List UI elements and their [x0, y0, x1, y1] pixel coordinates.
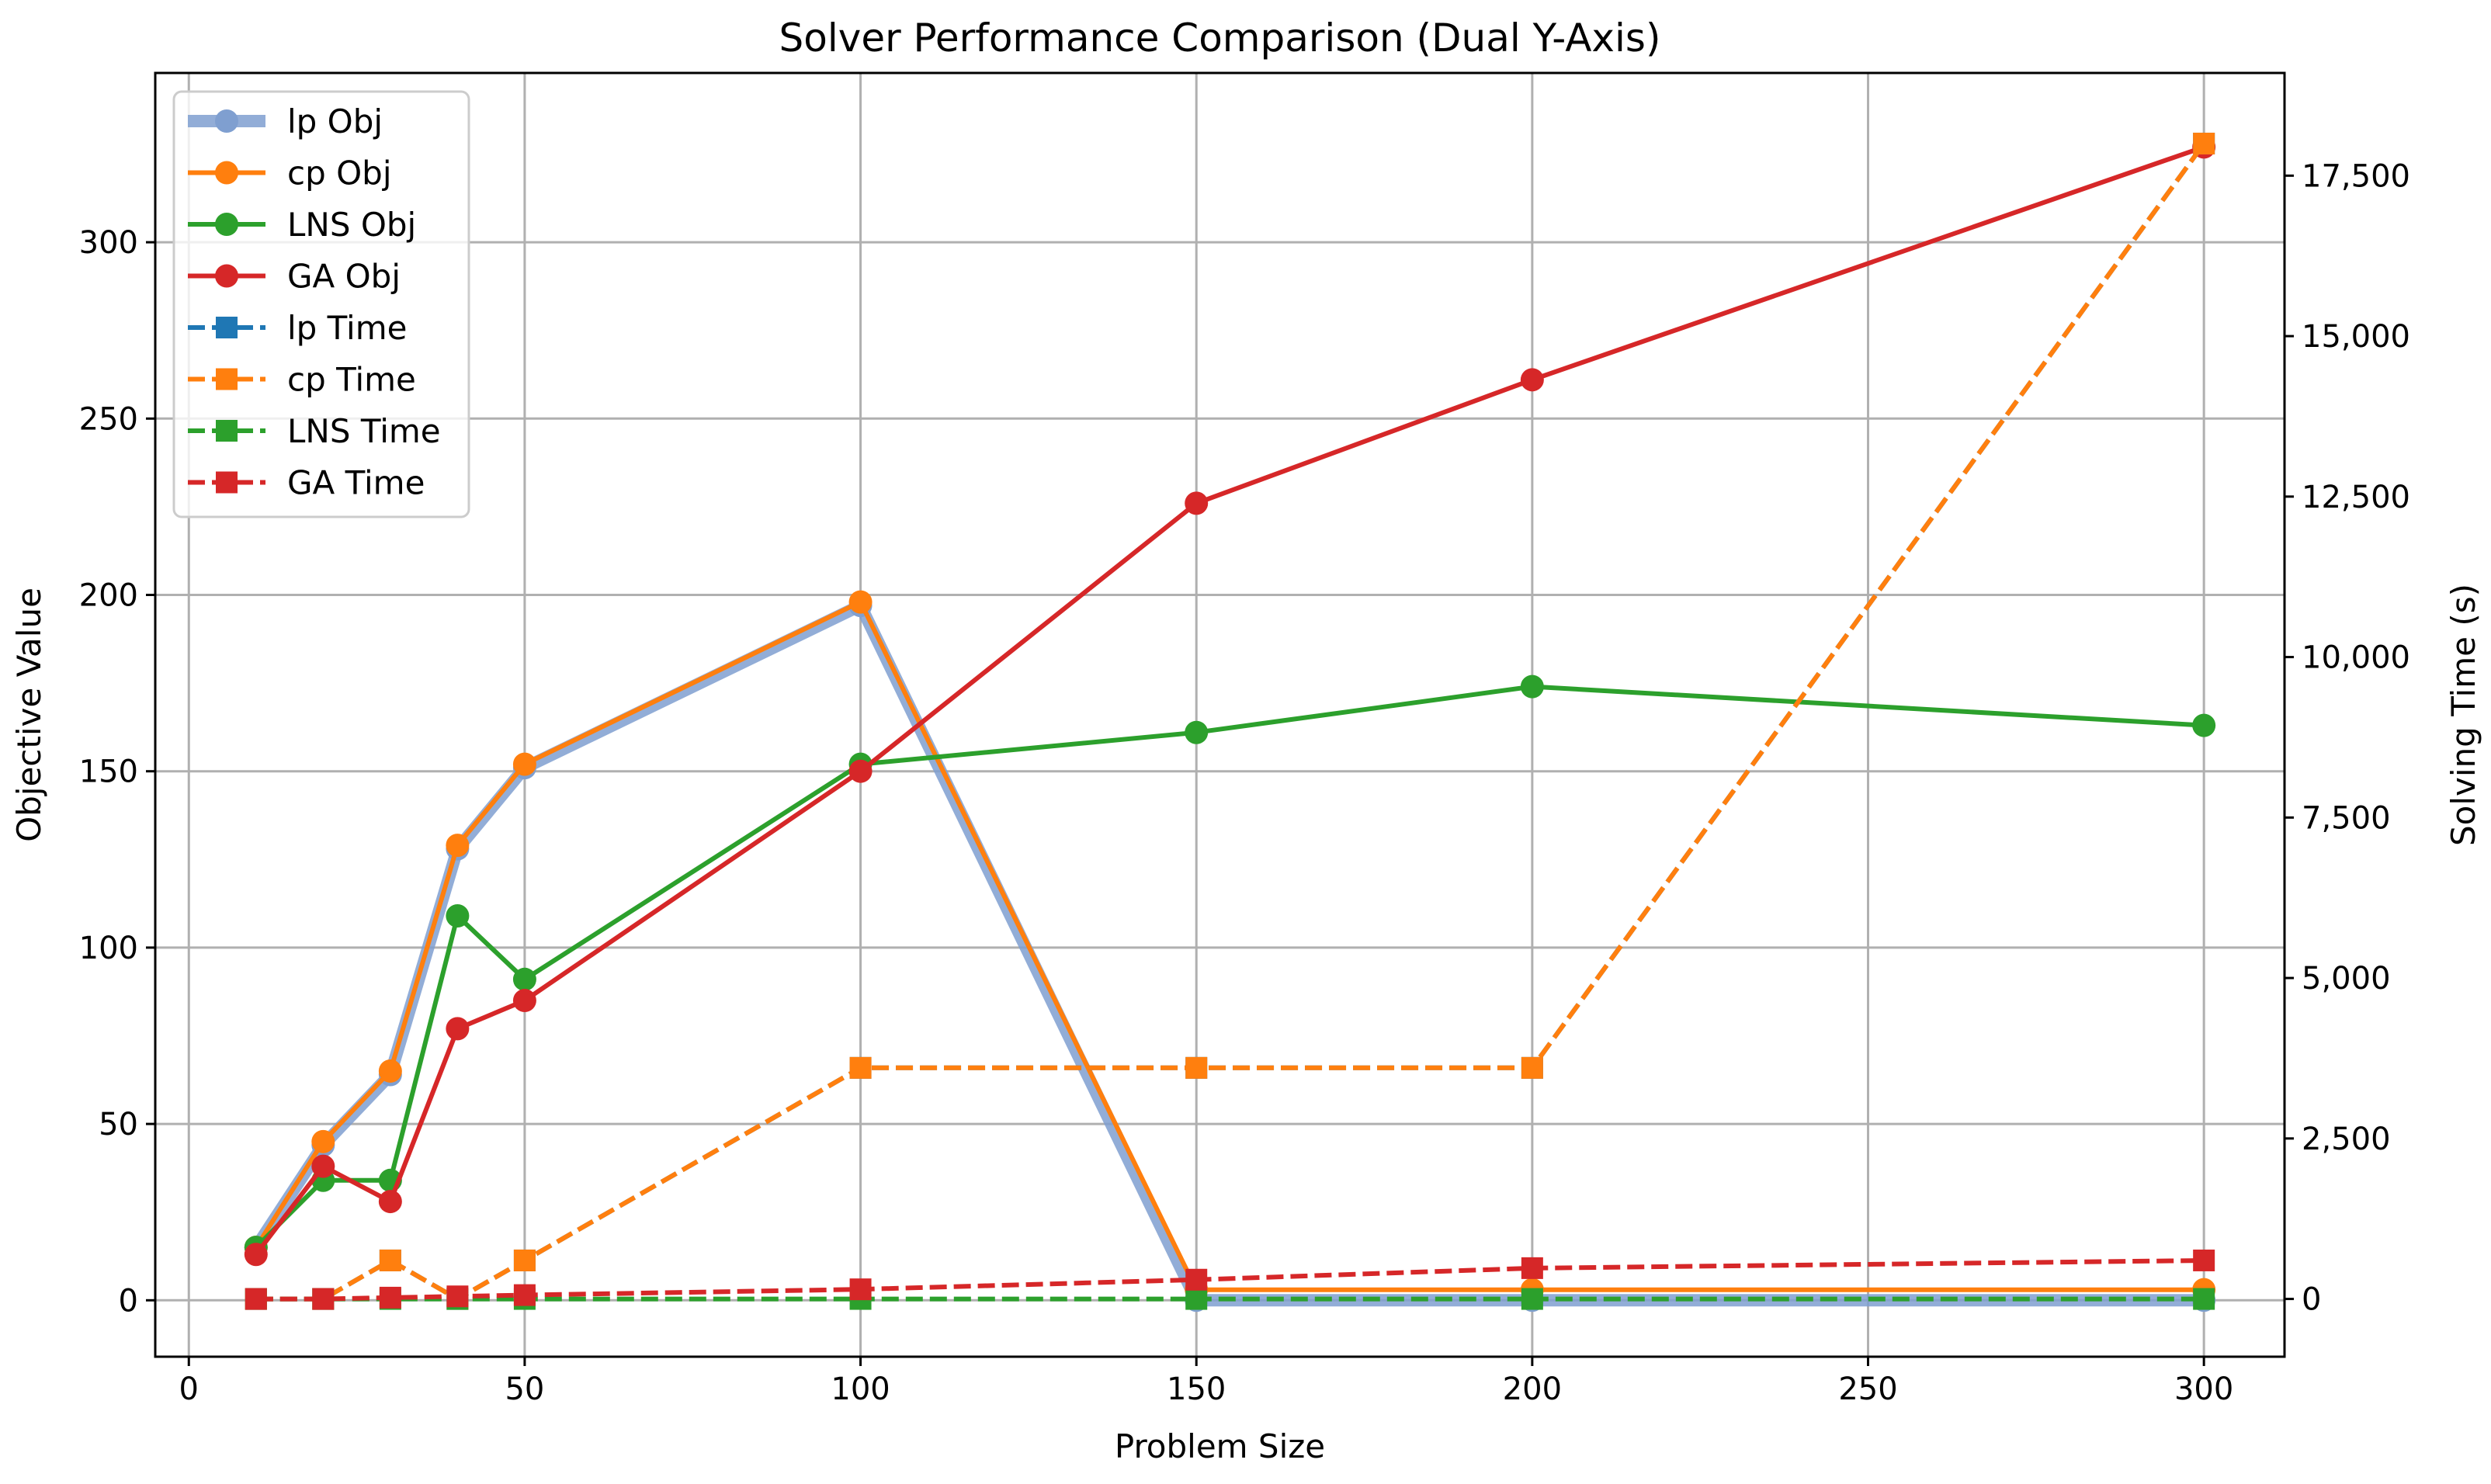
legend-label: cp Obj	[287, 154, 392, 192]
legend-marker	[216, 420, 238, 442]
data-point	[512, 967, 536, 991]
data-point	[513, 1249, 536, 1271]
data-point	[379, 1286, 401, 1309]
data-point	[1521, 1288, 1543, 1310]
legend-entry-cp-obj: cp Obj	[188, 154, 392, 192]
legend-entry-lp-time: lp Time	[188, 309, 407, 347]
legend-label: LNS Obj	[287, 206, 416, 244]
x-tick-label: 250	[1838, 1371, 1897, 1407]
legend-entry-lns-obj: LNS Obj	[188, 206, 416, 244]
data-point	[2193, 132, 2215, 154]
y-tick-label: 250	[79, 401, 138, 437]
series-ga-obj	[244, 135, 2216, 1267]
data-point	[848, 759, 873, 783]
data-point	[1185, 1288, 1208, 1310]
data-point	[849, 1056, 872, 1079]
data-point	[512, 989, 536, 1013]
legend-marker	[216, 471, 238, 494]
chart-title: Solver Performance Comparison (Dual Y-Ax…	[779, 16, 1661, 61]
data-point	[446, 834, 470, 858]
data-point	[379, 1249, 401, 1271]
data-point	[512, 752, 536, 776]
data-point	[1185, 1056, 1208, 1079]
legend-label: cp Time	[287, 361, 416, 399]
series-ga-time	[245, 1249, 2215, 1310]
legend-marker	[215, 109, 238, 133]
x-tick-label: 300	[2174, 1371, 2233, 1407]
plot-frame	[154, 71, 2286, 1358]
data-point	[2192, 713, 2216, 737]
y2-axis-label: Solving Time (s)	[2444, 584, 2482, 846]
x-tick-label: 200	[1503, 1371, 1562, 1407]
data-point	[446, 904, 470, 928]
y-tick-label: 100	[79, 931, 138, 966]
legend-label: lp Time	[287, 309, 407, 347]
y2-tick-label: 12,500	[2302, 480, 2410, 515]
y-tick-label: 0	[119, 1283, 138, 1319]
y2-tick-label: 7,500	[2302, 800, 2391, 836]
data-point	[312, 1288, 335, 1310]
data-point	[244, 1243, 268, 1267]
x-tick-label: 50	[505, 1371, 544, 1407]
data-point	[311, 1154, 335, 1178]
legend-box	[172, 90, 470, 518]
legend-label: lp Obj	[287, 102, 383, 140]
y-tick-label: 50	[99, 1107, 138, 1142]
data-point	[1521, 1257, 1543, 1279]
legend-label: LNS Time	[287, 412, 441, 450]
legend: lp Obj cp Obj LNS Obj GA Obj lp Time cp Time L…	[172, 90, 470, 518]
y2-tick-label: 2,500	[2302, 1122, 2391, 1157]
data-point	[311, 1129, 335, 1153]
x-axis-label: Problem Size	[1115, 1427, 1325, 1465]
data-point	[2193, 1249, 2215, 1271]
data-point	[1185, 491, 1209, 515]
legend-entry-ga-obj: GA Obj	[188, 258, 401, 296]
y2-tick-label: 10,000	[2302, 640, 2410, 676]
data-point	[1520, 368, 1544, 392]
data-point	[849, 1278, 872, 1301]
data-point	[1521, 1056, 1543, 1079]
data-point	[1185, 720, 1209, 744]
legend-entry-lp-obj: lp Obj	[188, 102, 383, 140]
data-point	[513, 1284, 536, 1306]
legend-entry-ga-time: GA Time	[188, 464, 425, 502]
legend-marker	[215, 264, 238, 288]
legend-label: GA Obj	[287, 258, 401, 296]
y2-tick-label: 0	[2302, 1282, 2321, 1318]
legend-entry-cp-time: cp Time	[188, 361, 416, 399]
data-point	[1185, 1268, 1208, 1291]
legend-label: GA Time	[287, 464, 425, 502]
data-point	[245, 1288, 267, 1310]
series-layer	[244, 132, 2216, 1312]
axis-ticks: 0 50 100 150 200 250 300 0 50 100 150 200 250 300 0 2,5…	[79, 158, 2410, 1407]
y-axis-label: Objective Value	[10, 588, 48, 842]
data-point	[2193, 1288, 2215, 1310]
legend-entry-lns-time: LNS Time	[188, 412, 441, 450]
data-point	[1520, 674, 1544, 699]
y-tick-label: 200	[79, 578, 138, 614]
y2-tick-label: 5,000	[2302, 961, 2391, 997]
legend-marker	[216, 317, 238, 338]
data-point	[378, 1059, 402, 1083]
legend-marker	[216, 368, 238, 390]
legend-marker	[215, 161, 238, 185]
y2-tick-label: 17,500	[2302, 158, 2410, 194]
y-tick-label: 300	[79, 225, 138, 261]
data-point	[378, 1190, 402, 1214]
data-point	[848, 590, 873, 614]
data-point	[446, 1017, 470, 1041]
y2-tick-label: 15,000	[2302, 319, 2410, 355]
legend-marker	[215, 213, 238, 236]
x-tick-label: 0	[179, 1371, 199, 1407]
x-tick-label: 100	[831, 1371, 890, 1407]
x-tick-label: 150	[1167, 1371, 1226, 1407]
data-point	[446, 1285, 469, 1308]
y-tick-label: 150	[79, 754, 138, 790]
